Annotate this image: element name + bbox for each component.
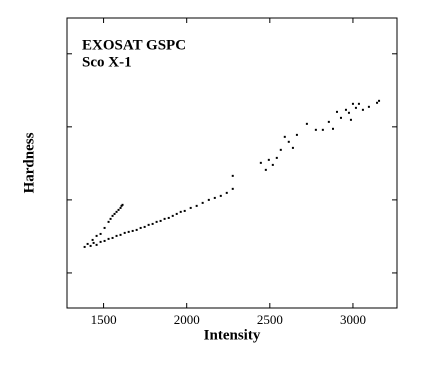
point [115, 210, 118, 213]
point [267, 158, 270, 161]
point [195, 204, 198, 207]
point [127, 230, 130, 233]
point [231, 174, 234, 177]
point [231, 187, 234, 190]
point [115, 234, 118, 237]
point [91, 238, 94, 241]
point [305, 122, 308, 125]
point [275, 156, 278, 159]
point [109, 217, 112, 220]
point [131, 229, 134, 232]
x-tick-label: 3000 [340, 312, 366, 327]
point [123, 231, 126, 234]
annotation: EXOSAT GSPC [82, 37, 186, 53]
point [139, 226, 142, 229]
point [354, 106, 357, 109]
point [335, 110, 338, 113]
point [213, 196, 216, 199]
point [351, 102, 354, 105]
point [163, 217, 166, 220]
point [259, 161, 262, 164]
point [179, 210, 182, 213]
point [171, 214, 174, 217]
point [183, 209, 186, 212]
point [120, 204, 123, 207]
point [321, 128, 324, 131]
point [376, 101, 379, 104]
point [155, 220, 158, 223]
point [119, 233, 122, 236]
point [189, 206, 192, 209]
annotation: Sco X-1 [82, 54, 132, 70]
y-axis-label: Hardness [21, 132, 37, 193]
point [92, 241, 95, 244]
point [264, 168, 267, 171]
point [295, 133, 298, 136]
point [135, 228, 138, 231]
point [287, 140, 290, 143]
point [89, 244, 92, 247]
point [111, 214, 114, 217]
point [103, 239, 106, 242]
point [99, 232, 102, 235]
point [121, 203, 124, 206]
point [367, 105, 370, 108]
point [314, 128, 317, 131]
point [159, 219, 162, 222]
point [271, 163, 274, 166]
point [349, 118, 352, 121]
point [283, 135, 286, 138]
point [143, 225, 146, 228]
point [99, 240, 102, 243]
point [117, 208, 120, 211]
point [207, 198, 210, 201]
point [111, 236, 114, 239]
point [95, 243, 98, 246]
point [151, 222, 154, 225]
point [291, 146, 294, 149]
point [347, 111, 350, 114]
point [327, 120, 330, 123]
point [103, 226, 106, 229]
point [225, 191, 228, 194]
point [113, 212, 116, 215]
point [119, 206, 122, 209]
x-axis-label: Intensity [204, 327, 261, 343]
plot-frame [66, 17, 398, 309]
point [331, 127, 334, 130]
point [378, 99, 381, 102]
point [107, 237, 110, 240]
x-tick-label: 2500 [257, 312, 283, 327]
point [83, 245, 86, 248]
point [279, 148, 282, 151]
point [147, 223, 150, 226]
point [361, 108, 364, 111]
x-tick-label: 1500 [91, 312, 117, 327]
point [339, 116, 342, 119]
point [175, 212, 178, 215]
point [344, 108, 347, 111]
point [201, 201, 204, 204]
point [95, 234, 98, 237]
point [219, 194, 222, 197]
point [167, 216, 170, 219]
x-tick-label: 2000 [174, 312, 200, 327]
point [107, 220, 110, 223]
point [357, 102, 360, 105]
point [86, 242, 89, 245]
